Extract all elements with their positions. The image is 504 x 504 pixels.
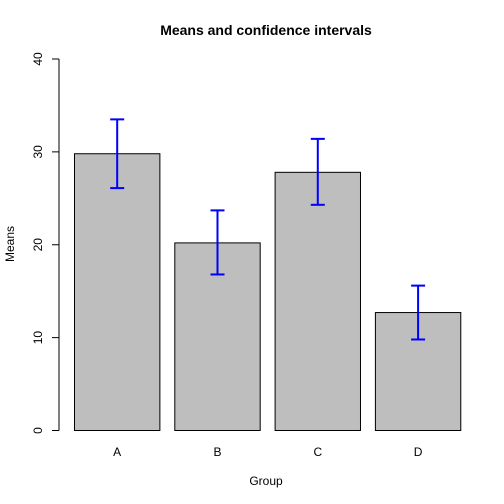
bar-A [74,153,161,431]
bar-C [274,171,361,431]
x-tick-label: B [213,445,221,459]
y-tick-label: 10 [31,331,45,345]
y-tick-label: 0 [31,427,45,434]
error-bar-C [310,137,325,206]
x-axis-label: Group [249,474,283,488]
y-tick-label: 30 [31,145,45,159]
bars [74,153,462,431]
error-bars [110,118,426,341]
y-tick-label: 40 [31,52,45,66]
y-axis-label: Means [3,226,17,262]
chart-title: Means and confidence intervals [160,22,372,38]
error-bar-B [210,209,225,276]
x-tick-label: A [113,445,121,459]
y-axis: 0 10 20 30 40 [31,52,60,434]
x-tick-label: C [313,445,322,459]
x-axis: A B C D [113,445,423,459]
error-bar-A [110,118,125,190]
error-bar-D [411,284,426,341]
x-tick-label: D [414,445,423,459]
y-tick-label: 20 [31,238,45,252]
